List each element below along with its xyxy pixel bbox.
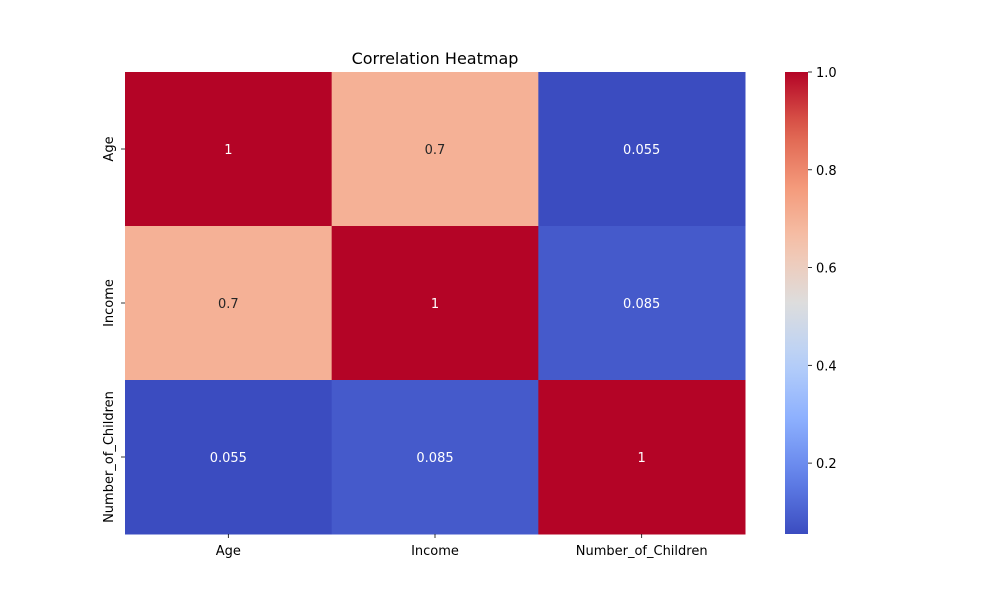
x-tick-label: Income [411, 544, 459, 559]
heatmap-cell [538, 72, 746, 227]
heatmap-cell [331, 380, 539, 535]
heatmap-cell-labels: 1 0.7 0.055 0.7 1 0.085 0.055 0.085 1 [210, 143, 661, 466]
heatmap-cell [331, 226, 539, 381]
y-tick-label: Number_of_Children [102, 391, 117, 523]
cell-value-label: 0.7 [218, 297, 239, 312]
cell-value-label: 0.7 [425, 143, 446, 158]
heatmap-cell [538, 226, 746, 381]
heatmap-cell [125, 226, 333, 381]
colorbar-gradient [785, 72, 808, 534]
colorbar-tick-label: 0.6 [816, 262, 837, 277]
heatmap-cell [331, 72, 539, 227]
cell-value-label: 0.055 [623, 143, 660, 158]
cell-value-label: 0.055 [210, 451, 247, 466]
colorbar-tick-label: 0.8 [816, 164, 837, 179]
heatmap-cells [125, 72, 746, 535]
colorbar-tick-label: 1.0 [816, 66, 837, 81]
colorbar: 0.2 0.4 0.6 0.8 1.0 [785, 66, 837, 534]
heatmap-cell [125, 72, 333, 227]
x-tick-label: Number_of_Children [576, 544, 708, 559]
colorbar-tick-label: 0.2 [816, 457, 837, 472]
heatmap-cell [125, 380, 333, 535]
chart-title: Correlation Heatmap [352, 49, 519, 68]
cell-value-label: 1 [638, 451, 646, 466]
y-tick-label: Income [102, 279, 117, 327]
x-axis: Age Income Number_of_Children [216, 534, 708, 559]
colorbar-tick-label: 0.4 [816, 359, 837, 374]
x-tick-label: Age [216, 544, 241, 559]
cell-value-label: 1 [224, 143, 232, 158]
cell-value-label: 0.085 [416, 451, 453, 466]
y-tick-label: Age [102, 136, 117, 161]
heatmap-cell [538, 380, 746, 535]
cell-value-label: 0.085 [623, 297, 660, 312]
y-axis: Age Income Number_of_Children [102, 136, 125, 523]
cell-value-label: 1 [431, 297, 439, 312]
